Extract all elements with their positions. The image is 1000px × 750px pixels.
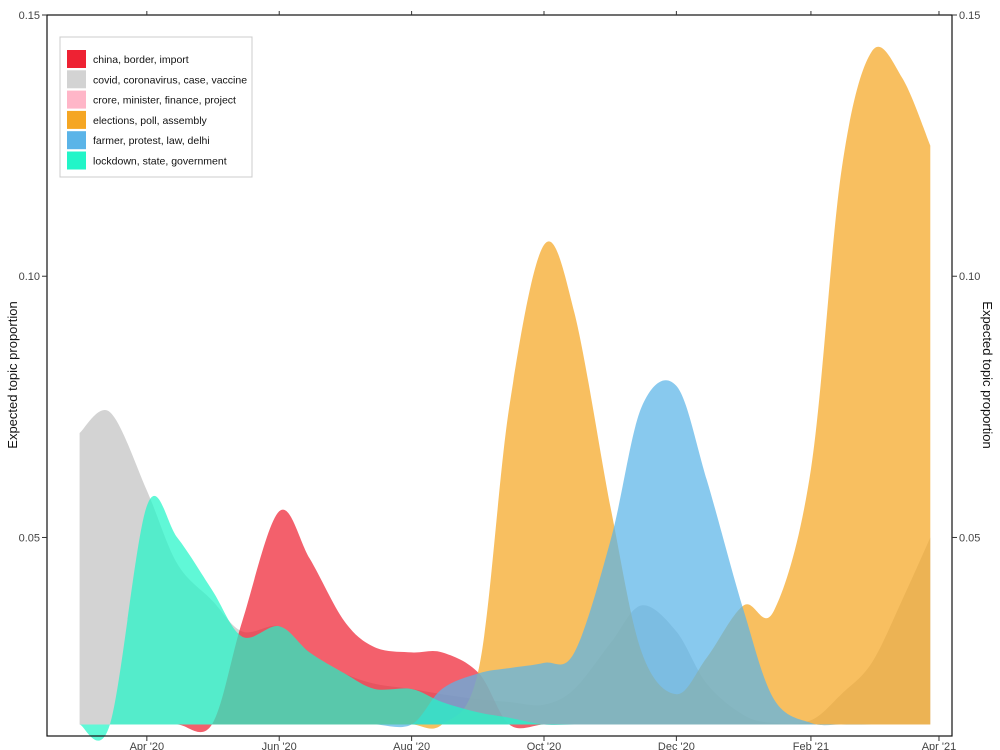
x-tick-label: Apr '21 <box>922 741 957 750</box>
legend-swatch-china <box>67 50 86 68</box>
legend-label-lockdown: lockdown, state, government <box>93 156 227 168</box>
legend-label-china: china, border, import <box>93 54 189 66</box>
legend-label-elections: elections, poll, assembly <box>93 115 208 127</box>
x-tick-label: Feb '21 <box>793 741 829 750</box>
axis-ticks: Apr '20 Jun '20 Aug '20 Oct '20 Dec '20 Feb '… <box>19 10 981 750</box>
plot-panel-border <box>46 14 953 737</box>
y-axis-title-left: Expected topic proportion <box>5 301 20 448</box>
y-tick-label-right: 0.05 <box>959 532 980 544</box>
legend-swatch-covid <box>67 70 86 89</box>
series-areas <box>79 46 931 741</box>
area-farmer <box>79 380 931 728</box>
x-tick-label: Apr '20 <box>130 741 165 750</box>
legend: china, border, import covid, coronavirus,… <box>59 36 253 178</box>
x-tick-label: Jun '20 <box>262 741 297 750</box>
x-tick-label: Oct '20 <box>527 741 562 750</box>
y-tick-label-left: 0.15 <box>19 10 40 22</box>
x-tick-label: Dec '20 <box>658 741 695 750</box>
area-elections <box>79 46 931 729</box>
legend-swatch-elections <box>67 110 86 129</box>
legend-swatch-lockdown <box>67 151 86 170</box>
y-tick-label-right: 0.15 <box>959 10 980 22</box>
legend-swatch-farmer <box>67 131 86 150</box>
legend-label-farmer: farmer, protest, law, delhi <box>93 135 210 147</box>
y-axis-title-right: Expected topic proportion <box>980 301 995 448</box>
legend-swatch-crore <box>67 90 86 109</box>
legend-label-crore: crore, minister, finance, project <box>93 95 236 107</box>
y-tick-label-right: 0.10 <box>959 271 980 283</box>
legend-label-covid: covid, coronavirus, case, vaccine <box>93 74 247 86</box>
y-tick-label-left: 0.10 <box>19 271 40 283</box>
area-lockdown <box>79 495 931 741</box>
legend-box <box>59 36 253 178</box>
x-tick-label: Aug '20 <box>393 741 430 750</box>
y-tick-label-left: 0.05 <box>19 532 40 544</box>
